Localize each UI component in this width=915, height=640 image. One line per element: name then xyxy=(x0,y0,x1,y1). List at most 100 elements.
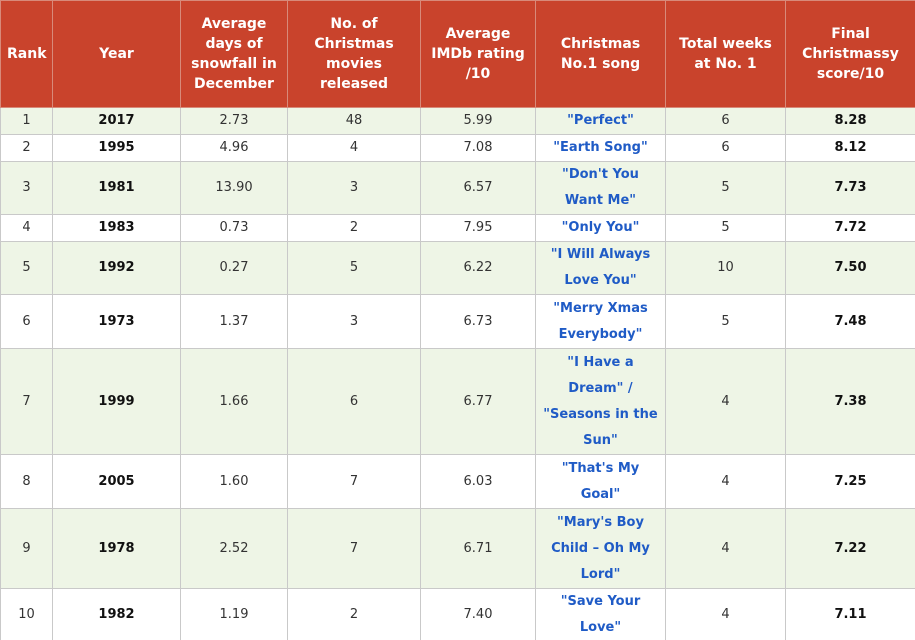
table-cell: 1983 xyxy=(52,214,181,242)
table-cell: 6 xyxy=(0,294,53,349)
table-cell: 9 xyxy=(0,508,53,589)
table-cell: "Earth Song" xyxy=(535,134,666,162)
table-cell: 6.77 xyxy=(420,348,536,455)
table-cell: 1.19 xyxy=(180,588,288,640)
table-cell: 3 xyxy=(0,161,53,215)
table-cell: 2005 xyxy=(52,454,181,509)
table-cell: 7.11 xyxy=(785,588,915,640)
table-row: 2 1995 4.96 4 7.08 "Earth Song" 6 8.12 xyxy=(0,134,915,162)
table-cell: 7.40 xyxy=(420,588,536,640)
table-cell: 0.73 xyxy=(180,214,288,242)
table-cell: 6 xyxy=(287,348,421,455)
table-cell: 5.99 xyxy=(420,107,536,135)
table-cell: 6 xyxy=(665,107,786,135)
table-cell: 4 xyxy=(665,508,786,589)
table-cell: 4 xyxy=(665,348,786,455)
table-cell: 13.90 xyxy=(180,161,288,215)
table-cell: 4 xyxy=(287,134,421,162)
table-cell: 1995 xyxy=(52,134,181,162)
table-cell: 2 xyxy=(0,134,53,162)
table-cell: 2.52 xyxy=(180,508,288,589)
table-cell: 2 xyxy=(287,588,421,640)
table-cell: "Perfect" xyxy=(535,107,666,135)
table-cell: 7.22 xyxy=(785,508,915,589)
table-cell: 6.03 xyxy=(420,454,536,509)
column-header: No. of Christmas movies released xyxy=(287,0,421,108)
table-cell: 7.73 xyxy=(785,161,915,215)
table-cell: 8.12 xyxy=(785,134,915,162)
table-cell: 2.73 xyxy=(180,107,288,135)
table-cell: 4 xyxy=(0,214,53,242)
table-cell: 6.71 xyxy=(420,508,536,589)
table-cell: 7.38 xyxy=(785,348,915,455)
table-cell: "Only You" xyxy=(535,214,666,242)
table-cell: 10 xyxy=(665,241,786,295)
table-cell: 6.73 xyxy=(420,294,536,349)
column-header: Year xyxy=(52,0,181,108)
table-cell: "Don't You Want Me" xyxy=(535,161,666,215)
table-cell: 5 xyxy=(665,214,786,242)
table-cell: 7.50 xyxy=(785,241,915,295)
table-cell: 7 xyxy=(287,508,421,589)
table-cell: 7 xyxy=(0,348,53,455)
table-cell: 1982 xyxy=(52,588,181,640)
table-row: 7 1999 1.66 6 6.77 "I Have a Dream" / "Season… xyxy=(0,348,915,455)
table-cell: 4 xyxy=(665,454,786,509)
table-cell: 5 xyxy=(665,294,786,349)
table-row: 10 1982 1.19 2 7.40 "Save Your Love" 4 7.11 xyxy=(0,588,915,640)
table-cell: 1.66 xyxy=(180,348,288,455)
table-cell: 6 xyxy=(665,134,786,162)
table-cell: 1999 xyxy=(52,348,181,455)
table-cell: 6.57 xyxy=(420,161,536,215)
table-cell: 7.25 xyxy=(785,454,915,509)
table-cell: "Mary's Boy Child – Oh My Lord" xyxy=(535,508,666,589)
table-cell: "That's My Goal" xyxy=(535,454,666,509)
table-cell: 2017 xyxy=(52,107,181,135)
table-cell: 5 xyxy=(287,241,421,295)
table-cell: 5 xyxy=(0,241,53,295)
table-cell: 1 xyxy=(0,107,53,135)
table-row: 9 1978 2.52 7 6.71 "Mary's Boy Child – Oh My … xyxy=(0,508,915,589)
table-row: 5 1992 0.27 5 6.22 "I Will Always Love You" 10… xyxy=(0,241,915,295)
table-cell: "I Will Always Love You" xyxy=(535,241,666,295)
column-header: Average IMDb rating /10 xyxy=(420,0,536,108)
table-cell: 4.96 xyxy=(180,134,288,162)
table-cell: 1973 xyxy=(52,294,181,349)
table-row: 1 2017 2.73 48 5.99 "Perfect" 6 8.28 xyxy=(0,107,915,135)
table-cell: 0.27 xyxy=(180,241,288,295)
table-cell: "Save Your Love" xyxy=(535,588,666,640)
table-row: 4 1983 0.73 2 7.95 "Only You" 5 7.72 xyxy=(0,214,915,242)
column-header: Total weeks at No. 1 xyxy=(665,0,786,108)
header-row: Rank Year Average days of snowfall in Dece… xyxy=(0,0,915,108)
table-cell: "Merry Xmas Everybody" xyxy=(535,294,666,349)
table-cell: 6.22 xyxy=(420,241,536,295)
table-cell: 1978 xyxy=(52,508,181,589)
table-cell: 7.72 xyxy=(785,214,915,242)
column-header: Average days of snowfall in December xyxy=(180,0,288,108)
table-cell: 8 xyxy=(0,454,53,509)
table-row: 8 2005 1.60 7 6.03 "That's My Goal" 4 7.25 xyxy=(0,454,915,509)
table-cell: 3 xyxy=(287,294,421,349)
table-cell: 5 xyxy=(665,161,786,215)
table-cell: 7.95 xyxy=(420,214,536,242)
table-cell: 8.28 xyxy=(785,107,915,135)
table-cell: 1.60 xyxy=(180,454,288,509)
table-row: 3 1981 13.90 3 6.57 "Don't You Want Me" 5 7.73 xyxy=(0,161,915,215)
table-cell: 7 xyxy=(287,454,421,509)
table-row: 6 1973 1.37 3 6.73 "Merry Xmas Everybody" 5 7.4… xyxy=(0,294,915,349)
table-cell: 3 xyxy=(287,161,421,215)
table-cell: 10 xyxy=(0,588,53,640)
table-cell: 1992 xyxy=(52,241,181,295)
table-cell: 4 xyxy=(665,588,786,640)
table-cell: 7.48 xyxy=(785,294,915,349)
table-cell: 7.08 xyxy=(420,134,536,162)
column-header: Final Christmassy score/10 xyxy=(785,0,915,108)
table-cell: 48 xyxy=(287,107,421,135)
column-header: Christmas No.1 song xyxy=(535,0,666,108)
table-cell: 1.37 xyxy=(180,294,288,349)
table-cell: "I Have a Dream" / "Seasons in the Sun" xyxy=(535,348,666,455)
table-cell: 1981 xyxy=(52,161,181,215)
table-cell: 2 xyxy=(287,214,421,242)
